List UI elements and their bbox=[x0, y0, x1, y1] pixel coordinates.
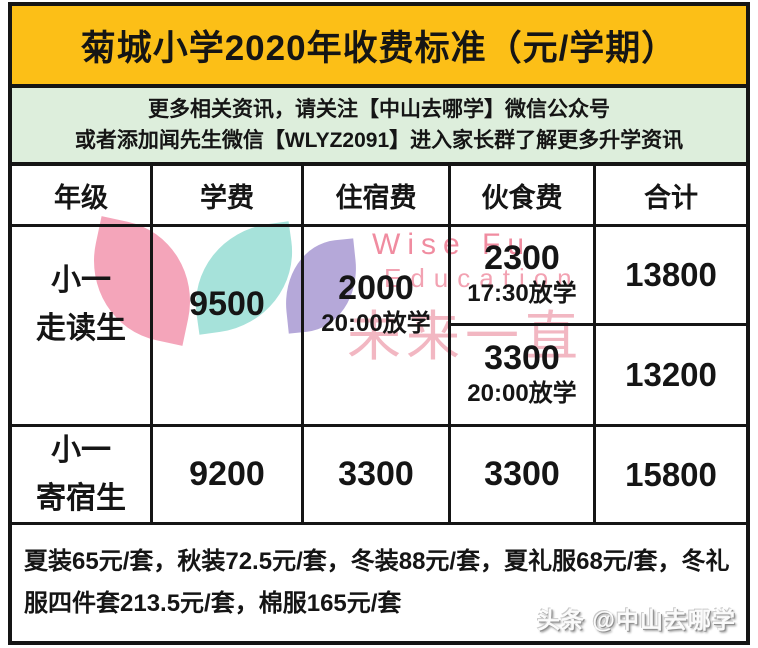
fee-table: Wise Fu Education 未来一直 年级 学费 住宿费 伙食费 合计 … bbox=[8, 166, 750, 645]
fee-table-grid: 年级 学费 住宿费 伙食费 合计 小一 走读生 9500 2000 20:00放… bbox=[12, 166, 746, 641]
tuition-value: 9500 bbox=[189, 285, 265, 323]
column-header-meal: 伙食费 bbox=[451, 166, 596, 227]
cell-meal-boarding-student: 3300 bbox=[451, 427, 596, 525]
column-header-boarding: 住宿费 bbox=[304, 166, 451, 227]
cell-total-option1: 13800 bbox=[596, 227, 746, 326]
cell-grade-day-student: 小一 走读生 bbox=[12, 227, 153, 427]
grade-line: 小一 bbox=[51, 263, 111, 297]
grade-line: 小一 bbox=[51, 433, 111, 467]
cell-tuition-boarding-student: 9200 bbox=[153, 427, 304, 525]
toutiao-credit-watermark: 头条 @中山去哪学 bbox=[537, 607, 736, 633]
meal-fee-note: 20:00放学 bbox=[467, 380, 577, 408]
cell-boarding-boarding-student: 3300 bbox=[304, 427, 451, 525]
meal-fee-note: 17:30放学 bbox=[467, 280, 577, 308]
uniform-price-note-cell: 夏装65元/套，秋装72.5元/套，冬装88元/套，夏礼服68元/套，冬礼服四件… bbox=[12, 525, 746, 641]
watermark-brand-cn: 未来一直 bbox=[347, 307, 583, 367]
grade-line: 走读生 bbox=[36, 311, 126, 345]
cell-boarding-day-student: 2000 20:00放学 bbox=[304, 227, 451, 427]
column-header-grade: 年级 bbox=[12, 166, 153, 227]
meal-fee-value: 3300 bbox=[484, 455, 560, 493]
boarding-fee-note: 20:00放学 bbox=[321, 309, 431, 337]
total-value: 13200 bbox=[625, 356, 717, 393]
boarding-fee-value: 2000 bbox=[338, 268, 414, 307]
cell-total-option2: 13200 bbox=[596, 326, 746, 427]
meal-fee-value: 3300 bbox=[484, 339, 560, 378]
notice-line-1: 更多相关资讯，请关注【中山去哪学】微信公众号 bbox=[148, 97, 610, 121]
meal-fee-value: 2300 bbox=[484, 239, 560, 278]
column-header-tuition: 学费 bbox=[153, 166, 304, 227]
total-value: 13800 bbox=[625, 256, 717, 293]
uniform-price-note: 夏装65元/套，秋装72.5元/套，冬装88元/套，夏礼服68元/套，冬礼服四件… bbox=[24, 548, 730, 617]
total-value: 15800 bbox=[625, 455, 717, 493]
tuition-value: 9200 bbox=[189, 455, 265, 493]
cell-grade-boarding-student: 小一 寄宿生 bbox=[12, 427, 153, 525]
column-header-total: 合计 bbox=[596, 166, 746, 227]
page-title: 菊城小学2020年收费标准（元/学期） bbox=[80, 28, 678, 68]
notice-banner: 更多相关资讯，请关注【中山去哪学】微信公众号 或者添加闻先生微信【WLYZ209… bbox=[8, 88, 750, 166]
cell-meal-option1: 2300 17:30放学 bbox=[451, 227, 596, 326]
title-banner: 菊城小学2020年收费标准（元/学期） bbox=[8, 2, 750, 88]
watermark-brand-en-line2: Education bbox=[384, 263, 581, 293]
grade-line: 寄宿生 bbox=[36, 481, 126, 515]
cell-tuition-day-student: 9500 bbox=[153, 227, 304, 427]
notice-line-2: 或者添加闻先生微信【WLYZ2091】进入家长群了解更多升学资讯 bbox=[74, 129, 684, 152]
cell-meal-option2: 3300 20:00放学 bbox=[451, 326, 596, 427]
boarding-fee-value: 3300 bbox=[338, 455, 414, 493]
cell-total-boarding-student: 15800 bbox=[596, 427, 746, 525]
